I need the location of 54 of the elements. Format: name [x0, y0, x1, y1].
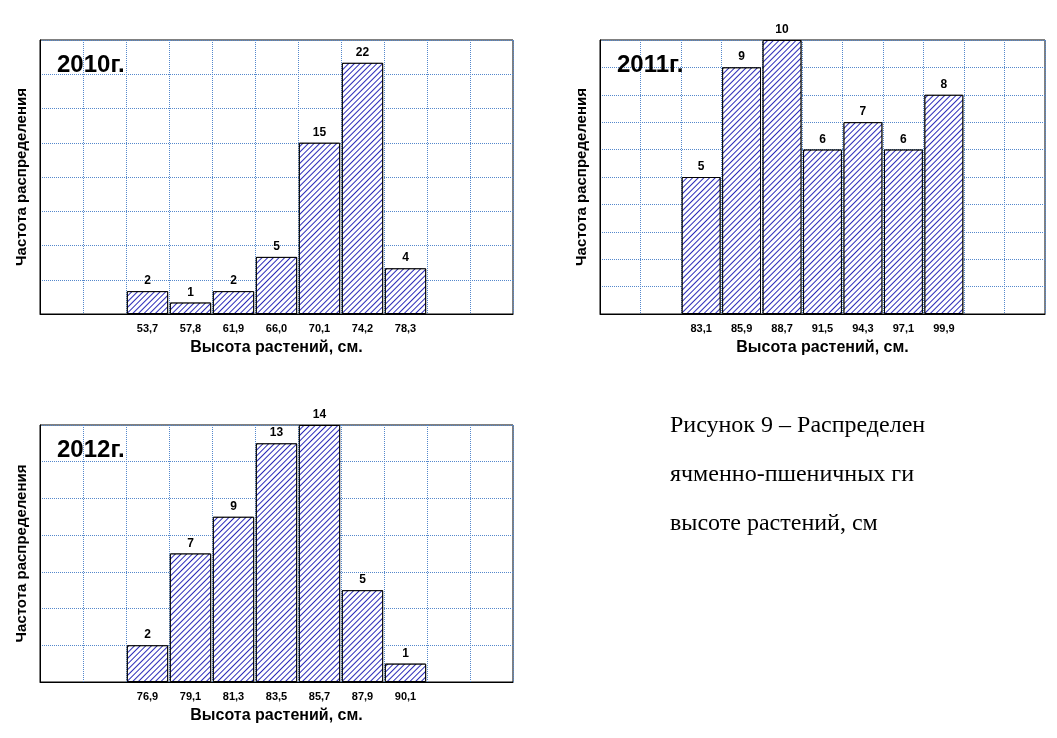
- data-label: 5: [273, 238, 281, 253]
- data-label: 13: [269, 425, 284, 440]
- chart-title: 2012г.: [57, 434, 125, 462]
- text: высоте растений, см: [670, 508, 879, 537]
- data-label: 2: [144, 627, 152, 642]
- data-label: 14: [312, 407, 327, 421]
- x-tick-label: 87,9: [351, 689, 374, 702]
- y-axis-title: Частота распределения: [12, 464, 29, 643]
- text: Рисунок 9 – Распределен: [670, 410, 927, 439]
- x-tick-label: 94,3: [852, 321, 874, 334]
- x-tick-label: 61,9: [222, 321, 245, 334]
- x-tick-label: 81,3: [222, 689, 245, 702]
- data-label: 22: [355, 44, 370, 59]
- x-tick-label: 53,7: [136, 321, 159, 334]
- data-label: 5: [697, 159, 705, 173]
- chart-title: 2010г.: [57, 49, 125, 77]
- data-label: 1: [187, 284, 195, 299]
- x-tick-label: 83,5: [265, 689, 288, 702]
- x-tick-label: 91,5: [811, 321, 834, 334]
- y-axis-title: Частота распределения: [572, 87, 589, 267]
- data-label: 2: [144, 273, 152, 288]
- x-tick-label: 70,1: [308, 321, 331, 334]
- data-label: 5: [359, 572, 367, 587]
- x-tick-label: 74,2: [351, 321, 374, 334]
- data-label: 6: [819, 131, 827, 146]
- data-label: 7: [187, 535, 195, 550]
- x-axis-title: Высота растений, см.: [190, 337, 363, 355]
- data-label: 9: [230, 498, 238, 513]
- x-tick-label: 90,1: [394, 689, 417, 702]
- x-tick-label: 76,9: [136, 689, 159, 702]
- text: ячменно-пшеничных ги: [670, 459, 916, 488]
- data-label: 6: [900, 131, 908, 146]
- x-tick-label: 78,3: [394, 321, 417, 334]
- y-axis-title: Частота распределения: [12, 87, 29, 267]
- data-label: 2: [230, 273, 238, 288]
- x-tick-label: 83,1: [690, 321, 712, 334]
- x-tick-label: 85,9: [730, 321, 753, 334]
- chart-title: 2011г.: [617, 49, 684, 77]
- data-label: 4: [402, 250, 410, 265]
- x-axis-title: Высота растений, см.: [736, 337, 909, 355]
- x-tick-label: 85,7: [308, 689, 331, 702]
- data-label: 7: [859, 104, 867, 119]
- x-axis-title: Высота растений, см.: [190, 705, 363, 723]
- x-tick-label: 66,0: [265, 321, 288, 334]
- data-label: 1: [402, 645, 410, 660]
- x-tick-label: 79,1: [179, 689, 202, 702]
- x-tick-label: 88,7: [771, 321, 793, 334]
- data-label: 10: [775, 22, 790, 36]
- data-label: 9: [738, 49, 746, 64]
- x-tick-label: 57,8: [179, 321, 202, 334]
- data-label: 15: [312, 124, 327, 139]
- x-tick-label: 99,9: [933, 321, 955, 334]
- data-label: 8: [940, 76, 948, 91]
- x-tick-label: 97,1: [892, 321, 915, 334]
